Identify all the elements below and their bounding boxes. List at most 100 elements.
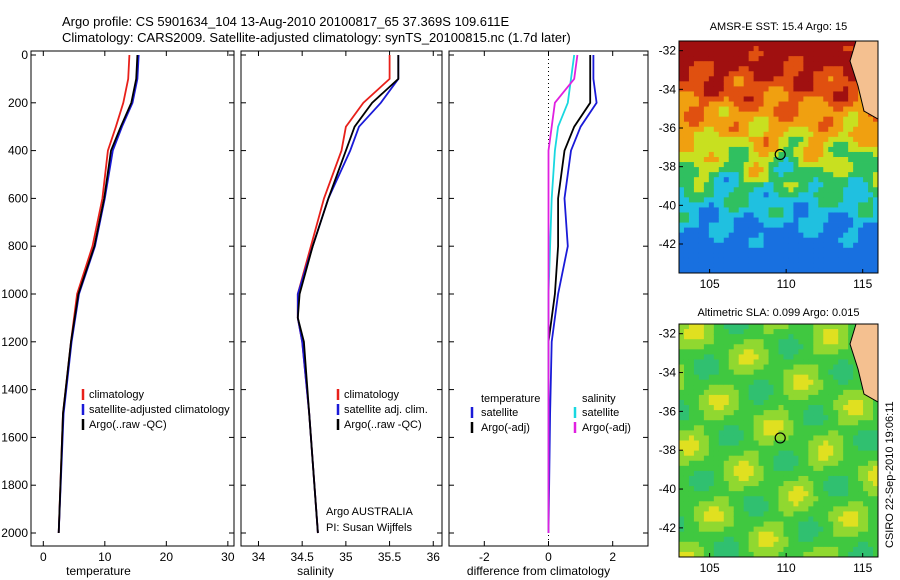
sla-cell — [688, 384, 695, 391]
sst-cell — [858, 217, 864, 223]
sla-cell — [738, 475, 745, 482]
sst-cell — [838, 242, 844, 249]
sst-cell — [823, 141, 829, 148]
sla-cell — [828, 354, 834, 360]
sst-cell — [688, 207, 695, 213]
sst-cell — [818, 96, 824, 102]
sla-cell — [683, 389, 690, 396]
sst-cell — [693, 66, 700, 72]
sst-cell — [693, 227, 700, 234]
sst-cell — [828, 111, 834, 118]
sla-cell — [713, 329, 720, 335]
sla-cell — [783, 526, 789, 533]
sla-cell — [718, 455, 725, 462]
sla-cell — [863, 551, 869, 558]
sst-cell — [803, 61, 809, 67]
sst-cell — [758, 96, 764, 102]
sst-cell — [783, 66, 789, 72]
sla-cell — [808, 486, 814, 492]
sla-cell — [828, 420, 834, 426]
sla-cell — [748, 384, 755, 391]
sla-cell — [698, 465, 705, 472]
sla-cell — [833, 374, 839, 381]
sla-cell — [748, 475, 755, 482]
sla-cell — [783, 364, 789, 370]
sla-cell — [753, 511, 759, 517]
sst-cell — [718, 151, 725, 158]
sla-cell — [798, 536, 804, 543]
sla-cell — [838, 374, 844, 381]
sla-cell — [738, 405, 745, 411]
sst-map-title: AMSR-E SST: 15.4 Argo: 15 — [710, 21, 848, 33]
sst-cell — [848, 167, 854, 173]
sla-cell — [798, 521, 804, 528]
sst-cell — [828, 167, 834, 173]
sla-cell — [773, 440, 779, 446]
sst-cell — [733, 217, 740, 223]
legend-entry: satellite — [481, 407, 518, 419]
sla-cell — [803, 349, 809, 355]
sst-cell — [793, 177, 799, 183]
sla-cell — [768, 470, 774, 477]
sst-cell — [873, 242, 879, 249]
sla-cell — [808, 475, 814, 482]
sst-cell — [773, 121, 779, 128]
sst-cell — [828, 41, 834, 47]
sst-cell — [773, 207, 779, 213]
sla-cell — [693, 364, 700, 370]
sla-cell — [853, 516, 859, 522]
sla-cell — [803, 374, 809, 381]
sla-cell — [713, 364, 720, 370]
sst-cell — [703, 66, 710, 72]
sst-cell — [738, 222, 745, 229]
sla-cell — [813, 389, 819, 396]
sst-cell — [718, 267, 725, 274]
sla-cell — [733, 516, 740, 522]
sla-cell — [843, 465, 849, 472]
sla-cell — [763, 399, 769, 406]
sla-cell — [848, 405, 854, 411]
sla-cell — [708, 359, 715, 365]
sla-cell — [698, 526, 705, 533]
sla-cell — [733, 334, 740, 340]
sla-cell — [778, 506, 784, 512]
sla-cell — [723, 410, 730, 416]
depth-tick-label: 1600 — [1, 430, 28, 444]
sst-cell — [823, 217, 829, 223]
sst-cell — [768, 252, 774, 259]
sst-cell — [833, 252, 839, 259]
sst-cell — [733, 61, 740, 67]
sst-cell — [743, 247, 750, 254]
sla-cell — [703, 546, 710, 553]
sla-cell — [858, 506, 864, 512]
sla-cell — [778, 405, 784, 411]
sla-cell — [698, 536, 705, 543]
sla-cell — [803, 420, 809, 426]
sla-cell — [733, 369, 740, 376]
sla-cell — [723, 460, 730, 467]
sst-cell — [798, 141, 804, 148]
sla-cell — [679, 405, 685, 411]
sst-cell — [833, 96, 839, 102]
sst-cell — [803, 212, 809, 218]
sla-cell — [733, 506, 740, 512]
sst-cell — [838, 192, 844, 198]
sla-cell — [698, 334, 705, 340]
sla-cell — [758, 389, 764, 396]
sst-cell — [683, 192, 690, 198]
sst-cell — [783, 167, 789, 173]
sla-cell — [793, 491, 799, 497]
sla-cell — [833, 475, 839, 482]
sst-cell — [733, 121, 740, 128]
sst-cell — [763, 71, 769, 77]
sla-cell — [743, 410, 750, 416]
sla-cell — [763, 445, 769, 452]
sst-cell — [758, 267, 764, 274]
sst-cell — [703, 247, 710, 254]
sla-cell — [758, 369, 764, 376]
sst-cell — [679, 217, 685, 223]
sst-cell — [808, 76, 814, 82]
sla-cell — [698, 470, 705, 477]
sla-cell — [823, 374, 829, 381]
sla-cell — [763, 425, 769, 431]
